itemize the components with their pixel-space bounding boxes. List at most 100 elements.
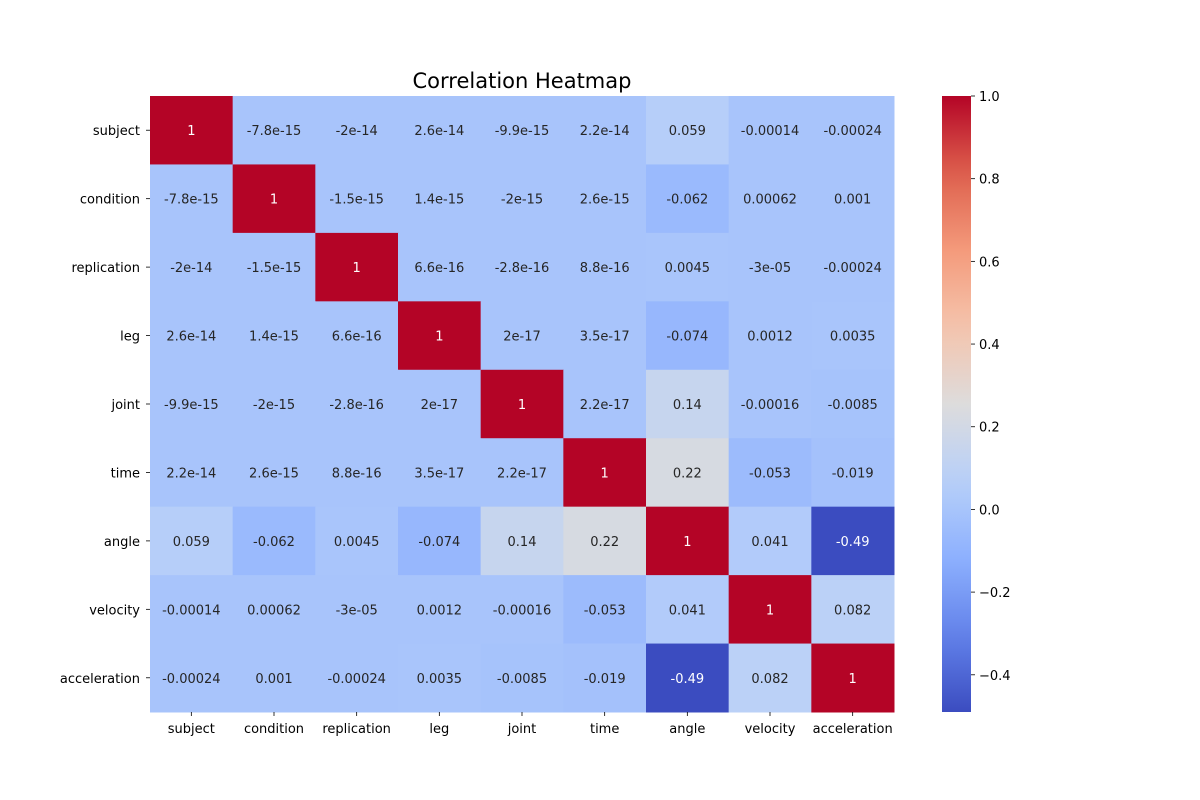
heatmap-cell <box>150 506 234 576</box>
cell-value-label: 0.14 <box>673 398 702 413</box>
colorbar-tick-label: 0.2 <box>979 421 1000 436</box>
cell-value-label: -0.49 <box>671 672 705 687</box>
x-tick-label: subject <box>168 722 215 737</box>
cell-value-label: 8.8e-16 <box>580 261 630 276</box>
heatmap-cell <box>398 232 482 302</box>
cell-value-label: -1.5e-15 <box>247 261 302 276</box>
y-tick-label: velocity <box>89 603 140 618</box>
cell-value-label: 2.2e-17 <box>580 398 630 413</box>
cell-value-label: -0.074 <box>418 535 460 550</box>
x-tick-label: condition <box>244 722 304 737</box>
cell-value-label: 3.5e-17 <box>580 330 630 345</box>
cell-value-label: 0.082 <box>751 672 788 687</box>
cell-value-label: -3e-05 <box>749 261 791 276</box>
heatmap-cell <box>150 96 234 165</box>
x-tick-label: angle <box>669 722 705 737</box>
cell-value-label: 0.0045 <box>334 535 380 550</box>
heatmap-cell <box>811 96 895 165</box>
heatmap-cell <box>480 438 564 508</box>
heatmap-cell <box>315 232 399 302</box>
heatmap-cell <box>480 96 564 165</box>
y-tick-label: leg <box>120 330 140 345</box>
y-tick-labels: subject condition replication leg joint time a… <box>60 124 150 687</box>
heatmap-cell <box>563 438 647 508</box>
cell-value-label: 1 <box>435 330 443 345</box>
cell-value-label: 0.14 <box>508 535 537 550</box>
chart-title: Correlation Heatmap <box>413 69 632 93</box>
colorbar-tick-label: 0.4 <box>979 338 1000 353</box>
cell-value-label: -7.8e-15 <box>164 193 219 208</box>
heatmap-cell <box>811 164 895 234</box>
heatmap-cell <box>646 96 730 165</box>
cell-value-label: 1 <box>518 398 526 413</box>
cell-value-label: 6.6e-16 <box>414 261 464 276</box>
heatmap-cell <box>728 643 812 713</box>
cell-value-label: 1 <box>353 261 361 276</box>
x-tick-label: leg <box>429 722 449 737</box>
cell-value-label: 0.00062 <box>743 193 797 208</box>
cell-value-label: 8.8e-16 <box>332 466 382 481</box>
cell-value-label: -0.00016 <box>741 398 799 413</box>
heatmap-cell <box>728 369 812 439</box>
cell-value-label: 2.6e-14 <box>414 124 464 139</box>
heatmap-cell <box>315 369 399 439</box>
cell-value-label: -0.00024 <box>162 672 220 687</box>
cell-value-label: 2e-17 <box>421 398 459 413</box>
cell-value-label: -2e-15 <box>253 398 295 413</box>
cell-value-label: 0.001 <box>255 672 292 687</box>
colorbar-tick-label: 1.0 <box>979 90 1000 105</box>
colorbar-ticks: −0.4 −0.2 0.0 0.2 0.4 0.6 0.8 1.0 <box>971 90 1011 684</box>
cell-value-label: 0.059 <box>669 124 706 139</box>
cell-value-label: 0.041 <box>669 603 706 618</box>
cell-value-label: 3.5e-17 <box>414 466 464 481</box>
heatmap-cell <box>315 643 399 713</box>
heatmap-cell <box>728 96 812 165</box>
cell-value-label: -2e-14 <box>336 124 378 139</box>
heatmap-cell <box>398 301 482 371</box>
heatmap-cell <box>646 506 730 576</box>
x-tick-label: velocity <box>745 722 796 737</box>
heatmap-cell <box>646 575 730 645</box>
heatmap-cell <box>728 438 812 508</box>
cell-value-label: 1.4e-15 <box>414 193 464 208</box>
heatmap-cell <box>563 164 647 234</box>
colorbar-tick-label: −0.2 <box>979 586 1011 601</box>
x-tick-labels: subject condition replication leg joint time a… <box>168 712 893 737</box>
cell-value-label: -9.9e-15 <box>495 124 550 139</box>
cell-value-label: -0.00024 <box>823 124 881 139</box>
heatmap-cell <box>811 506 895 576</box>
cell-value-label: 0.22 <box>673 466 702 481</box>
heatmap-cell <box>480 301 564 371</box>
heatmap-cell <box>728 232 812 302</box>
heatmap-cell <box>150 232 234 302</box>
heatmap-cell <box>398 96 482 165</box>
y-tick-label: acceleration <box>60 672 140 687</box>
cell-value-label: 2.6e-14 <box>166 330 216 345</box>
y-tick-label: time <box>111 466 140 481</box>
heatmap-cell <box>232 506 316 576</box>
cell-value-label: -0.00016 <box>493 603 551 618</box>
heatmap-cell <box>480 232 564 302</box>
cell-value-label: -0.053 <box>584 603 626 618</box>
cell-value-label: 1 <box>270 193 278 208</box>
cell-value-label: 0.0035 <box>417 672 463 687</box>
heatmap-cell <box>232 96 316 165</box>
heatmap-cell <box>232 643 316 713</box>
heatmap-cell <box>811 438 895 508</box>
heatmap-cell <box>315 301 399 371</box>
cell-value-label: 1.4e-15 <box>249 330 299 345</box>
heatmap-cell <box>811 575 895 645</box>
heatmap-cell <box>315 506 399 576</box>
y-tick-label: subject <box>93 124 140 139</box>
heatmap-cell <box>646 643 730 713</box>
cell-value-label: 1 <box>187 124 195 139</box>
heatmap-cell <box>232 438 316 508</box>
cell-value-label: -0.053 <box>749 466 791 481</box>
heatmap-cell <box>811 369 895 439</box>
heatmap-cell <box>315 438 399 508</box>
heatmap-cell <box>398 164 482 234</box>
colorbar-tick-label: 0.0 <box>979 503 1000 518</box>
cell-value-label: 0.001 <box>834 193 871 208</box>
cell-value-label: -9.9e-15 <box>164 398 219 413</box>
